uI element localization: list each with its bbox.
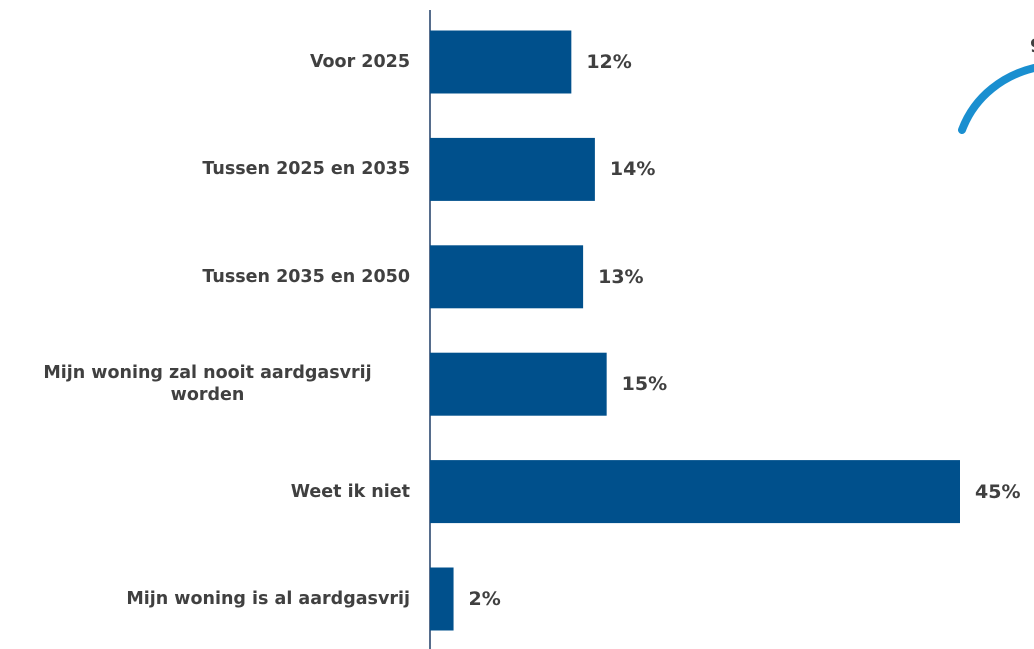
value-label: 45%	[975, 480, 1021, 503]
category-label: Voor 2025	[5, 51, 410, 73]
category-text: Mijn woning zal nooit aardgasvrij worden	[43, 363, 372, 406]
category-label: Tussen 2035 en 2050	[5, 266, 410, 288]
value-label: 14%	[609, 158, 656, 181]
bar	[430, 460, 960, 524]
decoration-arc	[958, 64, 1034, 134]
bar	[430, 137, 595, 201]
bar	[430, 245, 584, 309]
category-text: Tussen 2035 en 2050	[202, 266, 410, 287]
category-label: Mijn woning is al aardgasvrij	[5, 588, 410, 610]
value-label: 12%	[586, 51, 632, 73]
category-label: Mijn woning zal nooit aardgasvrij worden	[5, 362, 410, 406]
category-label: Tussen 2025 en 2035	[5, 158, 410, 180]
value-label: 15%	[621, 373, 668, 396]
value-label: 2%	[468, 588, 501, 610]
bar	[430, 567, 454, 631]
bar	[430, 352, 607, 416]
category-text: Weet ik niet	[290, 481, 410, 502]
annotation: 9	[1030, 35, 1034, 57]
category-text: Tussen 2025 en 2035	[202, 159, 410, 180]
category-text: Voor 2025	[309, 52, 410, 72]
value-label: 13%	[598, 265, 644, 288]
bar	[430, 30, 572, 94]
category-text: Mijn woning is al aardgasvrij	[126, 589, 410, 609]
category-label: Weet ik niet	[5, 481, 410, 503]
